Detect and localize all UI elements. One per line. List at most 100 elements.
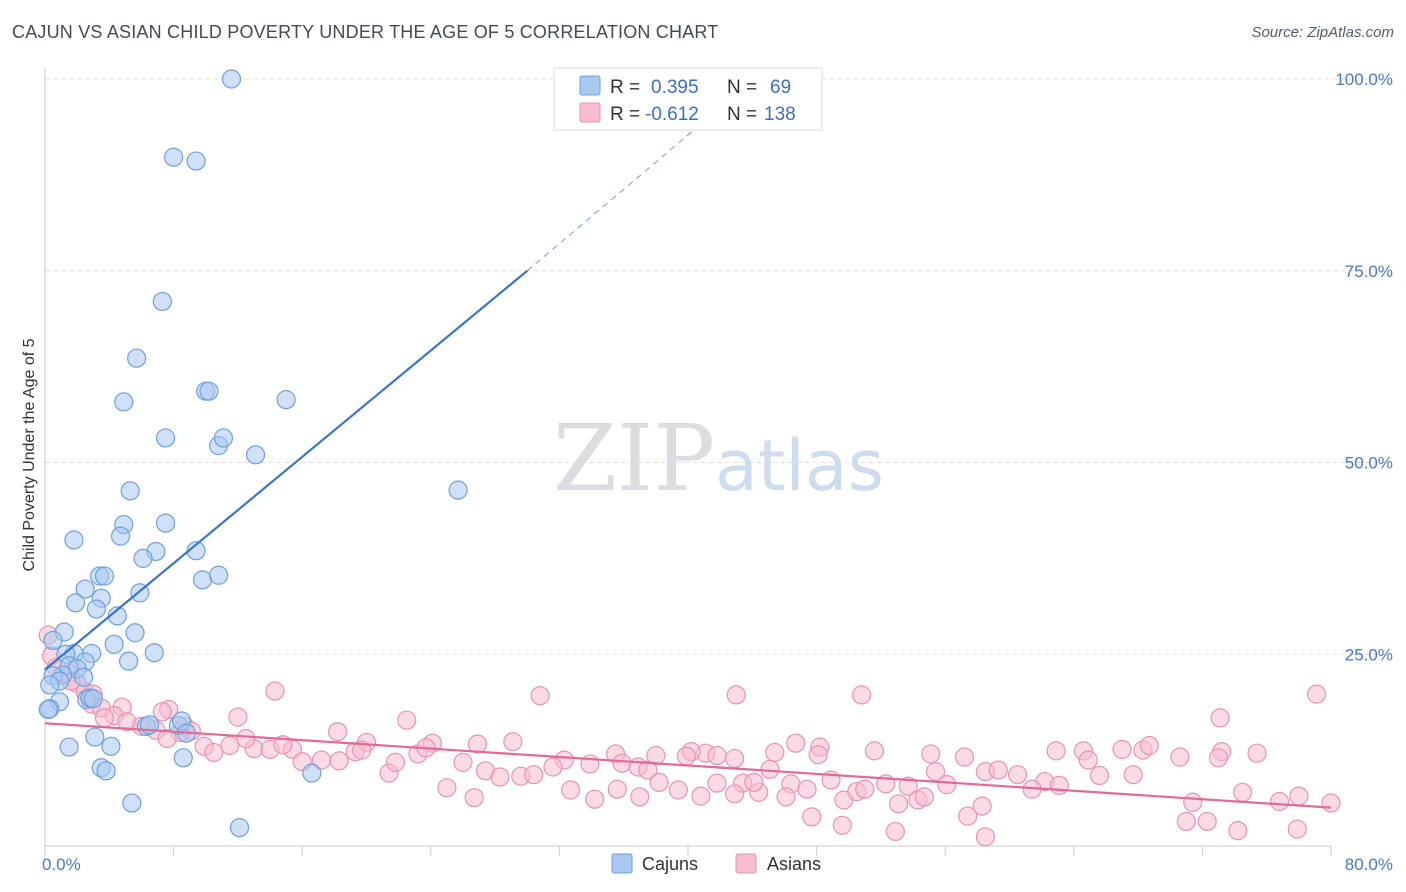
cajun-trend-extension: [526, 93, 737, 272]
asian-point-99: [1183, 792, 1203, 812]
legend-asian-n-label: N =: [727, 104, 757, 125]
asian-point-112: [543, 757, 563, 777]
asian-point-21: [265, 681, 285, 701]
asian-point-126: [914, 787, 934, 807]
cajun-point-34: [43, 630, 63, 651]
asian-point-98: [1089, 765, 1110, 786]
asian-point-26: [467, 734, 488, 754]
asian-point-32: [707, 745, 727, 766]
asian-point-107: [157, 729, 177, 749]
asian-point-122: [808, 745, 828, 765]
x-tick-labels: 0.0% 80.0%: [42, 855, 1393, 874]
asian-point-116: [646, 745, 666, 766]
asian-point-131: [1123, 765, 1143, 785]
cajun-point-36: [144, 643, 164, 663]
x-tick-label-min: 0.0%: [42, 855, 81, 874]
cajun-point-66: [122, 793, 142, 813]
asian-point-130: [1078, 750, 1098, 770]
asian-point-37: [864, 741, 885, 761]
cajun-point-0: [221, 69, 242, 89]
asian-point-138: [832, 815, 852, 835]
cajun-point-11: [213, 428, 234, 448]
asian-point-28: [530, 686, 550, 706]
asian-point-124: [888, 794, 909, 814]
asian-point-50: [726, 685, 746, 705]
asian-point-137: [885, 821, 905, 842]
asian-point-117: [676, 746, 696, 766]
asian-point-61: [352, 740, 372, 760]
asian-point-77: [649, 772, 669, 792]
asian-point-102: [1269, 791, 1290, 812]
bottom-legend: Cajuns Asians: [611, 853, 821, 874]
asian-point-44: [1139, 735, 1159, 756]
asian-point-49: [1306, 684, 1327, 704]
asian-point-76: [638, 760, 658, 780]
asian-point-94: [988, 760, 1008, 780]
cajun-point-46: [73, 667, 94, 687]
cajun-points: [38, 69, 468, 838]
cajun-point-9: [155, 428, 176, 448]
cajun-point-48: [40, 675, 60, 695]
cajun-point-13: [448, 480, 468, 500]
asian-point-101: [1232, 782, 1253, 802]
asian-point-46: [1210, 708, 1230, 728]
asian-point-45: [1170, 747, 1190, 767]
asian-point-114: [607, 779, 627, 799]
cajun-point-61: [101, 736, 121, 756]
legend-asian-r-value: -0.612: [645, 104, 699, 125]
asian-point-135: [1287, 819, 1307, 839]
asian-point-132: [1176, 811, 1196, 832]
cajun-point-2: [186, 151, 206, 171]
y-tick-label-3: 100.0%: [1335, 70, 1393, 89]
asian-point-133: [1197, 811, 1217, 832]
asian-point-123: [855, 779, 875, 799]
asian-point-134: [1228, 821, 1248, 841]
cajun-point-60: [59, 737, 79, 757]
legend-cajun-r-value: 0.395: [651, 77, 699, 98]
bottom-legend-asian-label: Asians: [767, 854, 821, 874]
asian-point-90: [898, 776, 918, 796]
asian-point-136: [975, 827, 995, 847]
asian-point-118: [725, 784, 745, 804]
cajun-trend-line: [44, 269, 528, 671]
chart-title: CAJUN VS ASIAN CHILD POVERTY UNDER THE A…: [12, 22, 719, 42]
cajun-point-25: [209, 565, 229, 585]
cajun-point-5: [114, 392, 134, 412]
asian-point-72: [561, 780, 581, 800]
x-tick-label-max: 80.0%: [1345, 855, 1393, 874]
asian-point-95: [1007, 765, 1028, 785]
asian-point-110: [437, 778, 457, 798]
cajun-point-67: [229, 817, 250, 838]
asian-point-79: [691, 786, 711, 806]
asian-point-74: [612, 753, 632, 773]
y-axis-label: Child Poverty Under the Age of 5: [21, 338, 38, 571]
asian-point-22: [327, 722, 348, 742]
asian-point-59: [329, 751, 349, 771]
source-credit: Source: ZipAtlas.com: [1251, 24, 1394, 41]
asian-point-66: [453, 752, 473, 772]
asian-point-78: [668, 780, 688, 800]
asian-point-40: [1046, 741, 1066, 761]
legend-cajun-n-label: N =: [727, 77, 757, 98]
asian-point-53: [220, 735, 240, 756]
legend-asian-n-value: 138: [764, 104, 796, 125]
asian-point-83: [760, 759, 780, 779]
asian-point-68: [490, 767, 510, 787]
asian-point-35: [786, 733, 806, 753]
legend: R = 0.395 N = 69 R = -0.612 N = 138: [553, 67, 823, 131]
asian-point-120: [776, 787, 796, 807]
legend-asian-swatch: [579, 102, 601, 123]
cajun-point-41: [118, 651, 139, 671]
cajun-point-18: [64, 530, 84, 550]
cajun-point-20: [133, 548, 153, 568]
asian-point-31: [725, 748, 745, 769]
watermark: ZIP atlas: [553, 405, 884, 512]
y-tick-label-1: 50.0%: [1345, 454, 1393, 473]
watermark-zip: ZIP: [553, 405, 715, 512]
cajun-point-4: [127, 348, 147, 368]
asian-point-63: [385, 752, 406, 772]
cajun-point-8: [276, 390, 296, 410]
cajun-point-16: [155, 513, 176, 533]
cajun-point-24: [192, 570, 213, 590]
